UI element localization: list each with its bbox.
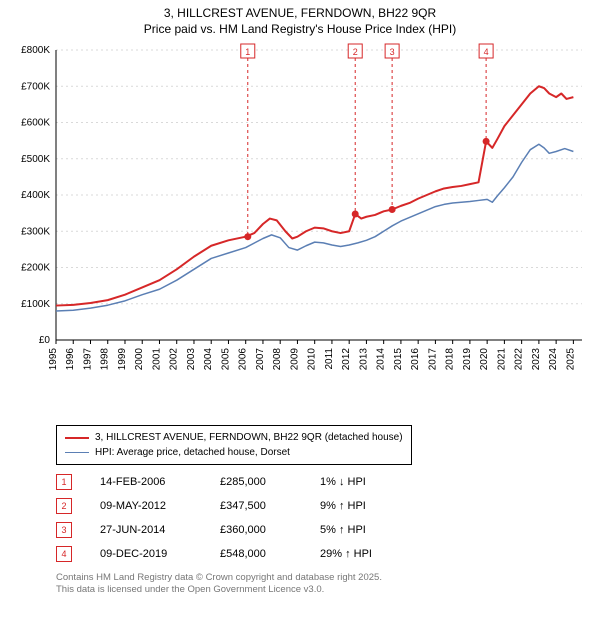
sale-marker-badge: 2 (56, 498, 72, 514)
svg-text:4: 4 (484, 47, 489, 57)
sale-price: £548,000 (220, 548, 320, 560)
footer: Contains HM Land Registry data © Crown c… (56, 572, 382, 597)
svg-text:£300K: £300K (21, 226, 50, 237)
svg-text:£500K: £500K (21, 154, 50, 165)
sale-price: £285,000 (220, 476, 320, 488)
svg-text:£100K: £100K (21, 299, 50, 310)
svg-text:2011: 2011 (324, 348, 335, 370)
sale-marker-badge: 1 (56, 474, 72, 490)
chart-svg: £0 £100K £200K £300K £400K £500K £600K £700K £80… (0, 38, 600, 388)
table-row: 2 09-MAY-2012£347,5009% ↑ HPI (56, 494, 440, 518)
sale-price: £360,000 (220, 524, 320, 536)
svg-text:2009: 2009 (289, 348, 300, 371)
svg-text:2002: 2002 (169, 348, 180, 371)
svg-text:£400K: £400K (21, 190, 50, 201)
title-subtitle: Price paid vs. HM Land Registry's House … (0, 22, 600, 38)
sale-marker-badge: 3 (56, 522, 72, 538)
svg-text:2025: 2025 (565, 348, 576, 371)
svg-text:2013: 2013 (358, 348, 369, 371)
sale-date: 09-MAY-2012 (100, 500, 220, 512)
legend: 3, HILLCREST AVENUE, FERNDOWN, BH22 9QR … (56, 425, 412, 465)
sale-date: 09-DEC-2019 (100, 548, 220, 560)
svg-text:2023: 2023 (531, 348, 542, 371)
svg-text:1996: 1996 (65, 348, 76, 371)
sale-vs-hpi: 5% ↑ HPI (320, 524, 440, 536)
svg-text:2024: 2024 (548, 348, 559, 371)
svg-text:2015: 2015 (393, 348, 404, 371)
svg-text:1995: 1995 (48, 348, 59, 371)
svg-text:2000: 2000 (134, 348, 145, 371)
svg-text:2018: 2018 (445, 348, 456, 371)
sales-table: 1 14-FEB-2006£285,0001% ↓ HPI 2 09-MAY-2012… (56, 470, 440, 566)
svg-text:2010: 2010 (307, 348, 318, 371)
chart-container: 3, HILLCREST AVENUE, FERNDOWN, BH22 9QR … (0, 0, 600, 620)
legend-item: HPI: Average price, detached house, Dors… (65, 445, 403, 460)
svg-text:1: 1 (245, 47, 250, 57)
sale-date: 14-FEB-2006 (100, 476, 220, 488)
svg-text:2001: 2001 (151, 348, 162, 371)
footer-line2: This data is licensed under the Open Gov… (56, 584, 382, 596)
table-row: 3 27-JUN-2014£360,0005% ↑ HPI (56, 518, 440, 542)
legend-swatch (65, 452, 89, 453)
svg-text:2: 2 (353, 47, 358, 57)
sale-vs-hpi: 29% ↑ HPI (320, 548, 440, 560)
svg-text:1999: 1999 (117, 348, 128, 371)
svg-text:2017: 2017 (427, 348, 438, 371)
sale-vs-hpi: 9% ↑ HPI (320, 500, 440, 512)
legend-label: 3, HILLCREST AVENUE, FERNDOWN, BH22 9QR … (95, 430, 403, 445)
svg-text:2006: 2006 (238, 348, 249, 371)
svg-text:2003: 2003 (186, 348, 197, 371)
title-block: 3, HILLCREST AVENUE, FERNDOWN, BH22 9QR … (0, 0, 600, 37)
svg-text:2004: 2004 (203, 348, 214, 371)
svg-text:2008: 2008 (272, 348, 283, 371)
svg-text:2007: 2007 (255, 348, 266, 371)
sale-marker-badge: 4 (56, 546, 72, 562)
svg-text:2016: 2016 (410, 348, 421, 371)
svg-text:2022: 2022 (514, 348, 525, 371)
svg-text:£200K: £200K (21, 263, 50, 274)
svg-text:1997: 1997 (82, 348, 93, 371)
footer-line1: Contains HM Land Registry data © Crown c… (56, 572, 382, 584)
legend-swatch (65, 437, 89, 439)
legend-label: HPI: Average price, detached house, Dors… (95, 445, 290, 460)
sale-date: 27-JUN-2014 (100, 524, 220, 536)
svg-text:2019: 2019 (462, 348, 473, 371)
table-row: 4 09-DEC-2019£548,00029% ↑ HPI (56, 542, 440, 566)
title-address: 3, HILLCREST AVENUE, FERNDOWN, BH22 9QR (0, 6, 600, 22)
legend-item: 3, HILLCREST AVENUE, FERNDOWN, BH22 9QR … (65, 430, 403, 445)
svg-text:2020: 2020 (479, 348, 490, 371)
svg-text:2012: 2012 (341, 348, 352, 371)
svg-text:1998: 1998 (100, 348, 111, 371)
sale-vs-hpi: 1% ↓ HPI (320, 476, 440, 488)
sale-price: £347,500 (220, 500, 320, 512)
svg-text:2021: 2021 (496, 348, 507, 371)
svg-text:3: 3 (390, 47, 395, 57)
svg-text:2005: 2005 (220, 348, 231, 371)
table-row: 1 14-FEB-2006£285,0001% ↓ HPI (56, 470, 440, 494)
svg-text:£700K: £700K (21, 81, 50, 92)
svg-text:£600K: £600K (21, 118, 50, 129)
svg-text:£800K: £800K (21, 45, 50, 56)
chart-area: £0 £100K £200K £300K £400K £500K £600K £700K £80… (0, 38, 600, 388)
svg-text:2014: 2014 (376, 348, 387, 371)
svg-text:£0: £0 (39, 335, 51, 346)
